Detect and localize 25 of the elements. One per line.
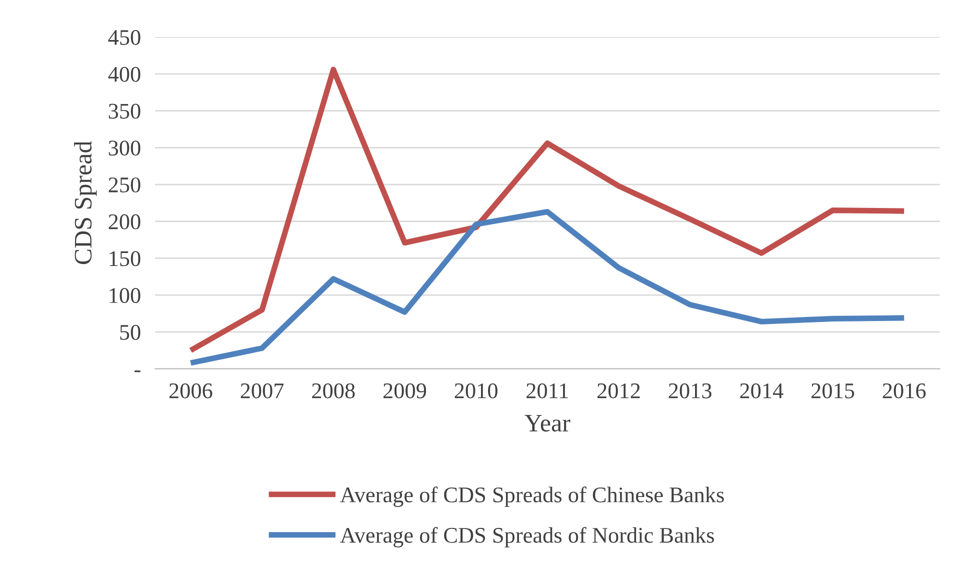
x-tick-label: 2016 <box>882 383 926 398</box>
y-tick-label: 300 <box>108 140 140 156</box>
y-tick-label: - <box>134 370 140 372</box>
x-tick-label: 2006 <box>169 383 212 398</box>
x-tick-label: 2013 <box>668 383 712 398</box>
x-tick-label: 2012 <box>597 383 640 398</box>
y-tick-label: 350 <box>108 104 140 119</box>
x-tick-label: 2011 <box>526 383 568 398</box>
x-axis-title: Year <box>524 414 570 432</box>
y-tick-label: 400 <box>108 66 140 82</box>
x-tick-label: 2007 <box>240 383 284 398</box>
y-tick-label: 100 <box>110 288 140 304</box>
x-tick-label: 2010 <box>454 383 498 398</box>
y-tick-label: 150 <box>110 251 140 266</box>
x-tick-label: 2008 <box>312 383 355 398</box>
y-tick-label: 450 <box>108 30 140 45</box>
legend-label: Average of CDS Spreads of Nordic Banks <box>340 526 714 548</box>
y-tick-label: 200 <box>108 214 140 230</box>
y-axis-title: CDS Spread <box>74 141 97 264</box>
y-tick-label: 50 <box>120 324 140 340</box>
x-tick-label: 2014 <box>740 383 784 398</box>
legend-label: Average of CDS Spreads of Chinese Banks <box>340 486 724 507</box>
x-tick-label: 2009 <box>383 383 426 398</box>
x-tick-label: 2015 <box>812 383 854 398</box>
y-tick-label: 250 <box>108 177 140 192</box>
